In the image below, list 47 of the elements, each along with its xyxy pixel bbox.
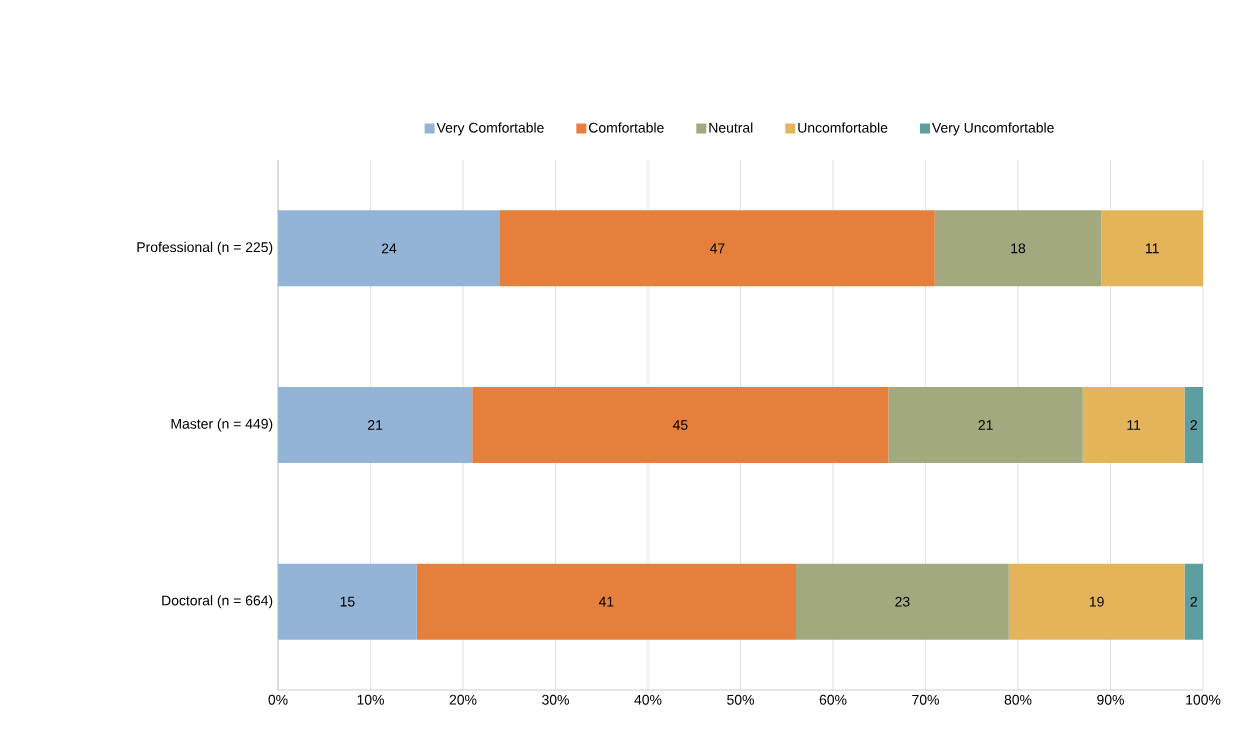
y-tick-label: Doctoral (n = 664) xyxy=(162,595,273,609)
data-label: 2 xyxy=(1190,596,1197,607)
legend-label: Very Uncomfortable xyxy=(931,122,1054,136)
data-label: 47 xyxy=(709,243,725,254)
x-tick-label: 40% xyxy=(634,694,662,705)
bar xyxy=(500,210,935,287)
data-label: 41 xyxy=(598,596,614,607)
bar xyxy=(934,210,1102,287)
x-tick-label: 80% xyxy=(1004,694,1032,705)
bar xyxy=(278,387,473,463)
x-tick-label: 0% xyxy=(268,694,288,705)
x-tick-label: 90% xyxy=(1097,694,1124,705)
legend-label: Very Comfortable xyxy=(436,122,544,136)
x-tick-label: 70% xyxy=(912,694,939,705)
bar xyxy=(1082,387,1185,463)
data-label: 21 xyxy=(978,420,993,430)
bar xyxy=(416,563,797,640)
bar xyxy=(278,210,500,287)
x-tick-label: 50% xyxy=(727,694,754,705)
data-label: 15 xyxy=(340,596,355,607)
data-label: 19 xyxy=(1089,596,1104,607)
x-tick-label: 20% xyxy=(449,694,477,705)
bar xyxy=(796,563,1009,640)
bar xyxy=(278,563,417,640)
data-label: 21 xyxy=(368,420,383,430)
bar xyxy=(472,387,889,463)
x-tick-label: 30% xyxy=(542,694,569,705)
legend-label: Uncomfortable xyxy=(798,122,888,133)
data-label: 11 xyxy=(1145,243,1159,254)
data-label: 18 xyxy=(1011,243,1026,254)
legend-label: Neutral xyxy=(709,122,753,133)
data-label: 23 xyxy=(895,596,910,607)
x-tick-label: 10% xyxy=(357,694,384,705)
data-label: 45 xyxy=(672,420,688,430)
data-label: 2 xyxy=(1190,420,1197,430)
bar xyxy=(1008,563,1185,640)
bar xyxy=(1184,563,1204,640)
x-tick-label: 100% xyxy=(1186,694,1221,705)
data-label: 24 xyxy=(381,243,397,254)
bar xyxy=(1101,210,1204,287)
x-tick-label: 60% xyxy=(819,694,847,705)
legend-label: Comfortable xyxy=(589,122,664,133)
bar xyxy=(1184,387,1204,463)
data-label: 11 xyxy=(1127,420,1141,430)
bar xyxy=(888,387,1083,463)
y-tick-label: Professional (n = 225) xyxy=(137,241,273,255)
y-tick-label: Master (n = 449) xyxy=(171,418,273,432)
